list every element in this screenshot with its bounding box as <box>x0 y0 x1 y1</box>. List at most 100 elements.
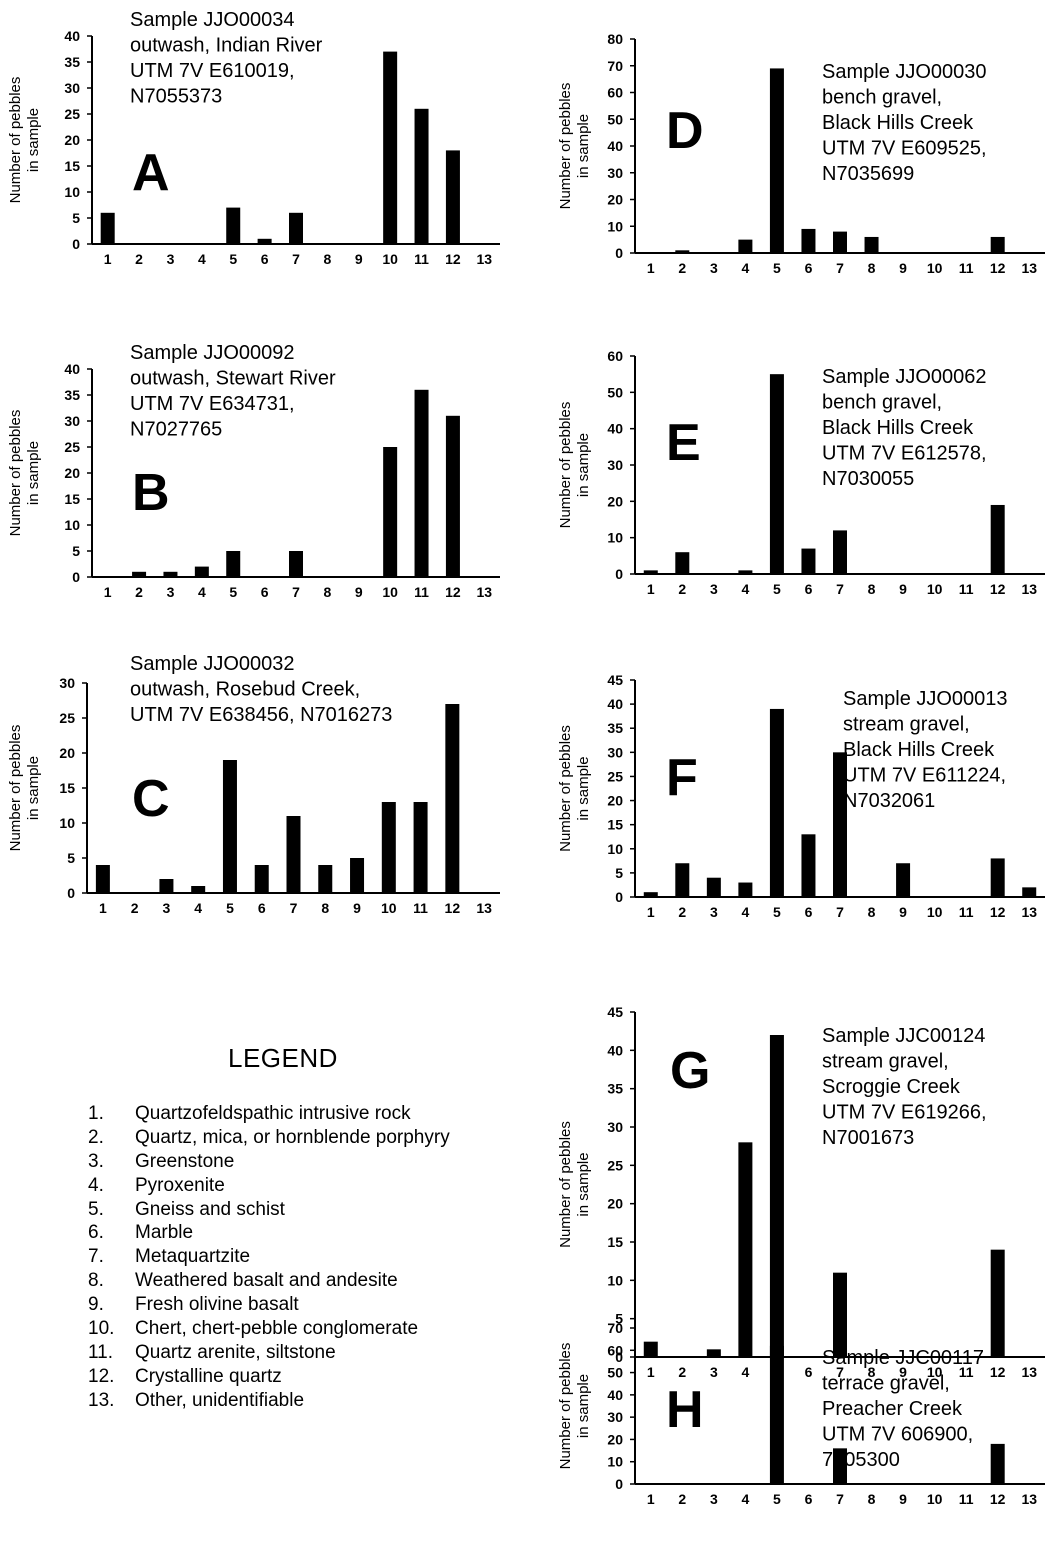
bar-D-8 <box>864 236 879 253</box>
legend-item-label: Pyroxenite <box>135 1174 225 1196</box>
bar-C-5 <box>222 760 237 893</box>
y-tick-label: 40 <box>607 421 623 437</box>
y-tick-label: 30 <box>607 1409 623 1425</box>
legend-item: 6. Marble <box>88 1221 450 1245</box>
bar-H-5 <box>769 1345 784 1484</box>
y-tick-label: 10 <box>607 1272 623 1288</box>
panel-letter-A: A <box>132 144 170 202</box>
x-tick-label: 13 <box>1021 904 1037 920</box>
legend-item-number: 12. <box>88 1365 115 1387</box>
bar-G-3 <box>706 1349 721 1357</box>
x-tick-label: 6 <box>805 904 813 920</box>
legend-item: 4. Pyroxenite <box>88 1174 450 1198</box>
x-tick-label: 3 <box>167 251 175 267</box>
x-tick-label: 1 <box>104 251 112 267</box>
panel-letter-F: F <box>666 749 698 807</box>
y-tick-label: 15 <box>64 491 80 507</box>
legend-item-label: Crystalline quartz <box>135 1365 282 1387</box>
y-tick-label: 0 <box>615 1476 623 1492</box>
y-axis-title: Number of pebbles <box>557 1121 574 1248</box>
panel-letter-B: B <box>132 464 170 522</box>
bar-A-10 <box>383 51 398 244</box>
x-tick-label: 9 <box>899 1364 907 1380</box>
bar-G-4 <box>738 1142 753 1357</box>
x-tick-label: 11 <box>959 581 974 597</box>
y-tick-label: 15 <box>607 1234 623 1250</box>
y-tick-label: 50 <box>607 1365 623 1381</box>
bar-F-7 <box>833 752 847 897</box>
bar-F-1 <box>643 892 658 897</box>
x-tick-label: 6 <box>261 251 269 267</box>
bar-F-5 <box>769 708 784 897</box>
bar-F-6 <box>801 834 816 897</box>
legend-item-label: Metaquartzite <box>135 1246 251 1268</box>
bar-C-11 <box>413 802 428 893</box>
x-tick-label: 11 <box>413 900 428 916</box>
legend-item: 7. Metaquartzite <box>88 1245 450 1269</box>
x-tick-label: 8 <box>868 260 876 276</box>
legend-item: 12. Crystalline quartz <box>88 1365 450 1389</box>
bar-F-13 <box>1022 887 1037 897</box>
y-tick-label: 25 <box>607 768 623 784</box>
bar-C-8 <box>318 865 333 893</box>
legend-item: 10. Chert, chert-pebble conglomerate <box>88 1317 450 1341</box>
x-tick-label: 12 <box>445 900 461 916</box>
x-tick-label: 13 <box>477 584 493 600</box>
y-tick-label: 5 <box>72 543 80 559</box>
y-axis-title: in sample <box>575 1374 592 1438</box>
x-tick-label: 2 <box>678 260 686 276</box>
y-tick-label: 15 <box>59 780 75 796</box>
y-axis-title: in sample <box>575 1152 592 1216</box>
y-tick-label: 10 <box>59 815 75 831</box>
bar-C-10 <box>381 802 396 893</box>
bar-B-4 <box>194 566 209 577</box>
y-tick-label: 40 <box>607 138 623 154</box>
x-tick-label: 1 <box>647 904 655 920</box>
sample-annotation: N7032061 <box>843 790 935 812</box>
x-tick-label: 8 <box>323 251 331 267</box>
y-tick-label: 10 <box>607 841 623 857</box>
y-tick-label: 60 <box>607 348 623 364</box>
y-tick-label: 30 <box>64 413 80 429</box>
x-tick-label: 6 <box>805 260 813 276</box>
sample-annotation: Scroggie Creek <box>822 1076 961 1098</box>
sample-annotation: Sample JJO00013 <box>843 688 1008 710</box>
panel-letter-G: G <box>670 1042 710 1100</box>
sample-annotation: N7027765 <box>130 419 222 441</box>
x-tick-label: 10 <box>927 1491 943 1507</box>
sample-annotation: Black Hills Creek <box>822 112 974 134</box>
x-tick-label: 1 <box>99 900 107 916</box>
x-tick-label: 5 <box>773 904 781 920</box>
x-tick-label: 12 <box>990 1491 1006 1507</box>
legend-item: 3. Greenstone <box>88 1150 450 1174</box>
x-tick-label: 7 <box>836 1364 844 1380</box>
legend-item-number: 2. <box>88 1126 104 1148</box>
bar-F-12 <box>990 858 1005 897</box>
panel-letter-E: E <box>666 414 701 472</box>
y-axis-title: Number of pebbles <box>557 83 574 210</box>
legend-item-number: 10. <box>88 1318 115 1340</box>
x-tick-label: 9 <box>353 900 361 916</box>
x-tick-label: 4 <box>741 1491 749 1507</box>
bar-B-12 <box>445 415 460 577</box>
bar-B-2 <box>132 571 147 577</box>
x-tick-label: 9 <box>355 584 363 600</box>
x-tick-label: 8 <box>868 1364 876 1380</box>
y-axis-title: Number of pebbles <box>557 725 574 852</box>
y-axis-title: in sample <box>25 756 42 820</box>
x-tick-label: 11 <box>959 260 974 276</box>
y-tick-label: 0 <box>72 569 80 585</box>
y-tick-label: 70 <box>607 1320 623 1336</box>
x-tick-label: 8 <box>323 584 331 600</box>
legend-item: 11. Quartz arenite, siltstone <box>88 1341 450 1365</box>
y-tick-label: 20 <box>59 745 75 761</box>
x-tick-label: 2 <box>678 1491 686 1507</box>
bar-E-7 <box>833 530 847 574</box>
y-tick-label: 0 <box>615 1349 623 1365</box>
y-tick-label: 25 <box>64 106 80 122</box>
bar-C-12 <box>445 704 460 893</box>
x-tick-label: 3 <box>163 900 171 916</box>
legend-item: 13. Other, unidentifiable <box>88 1389 450 1413</box>
bar-A-5 <box>226 207 241 244</box>
x-tick-label: 10 <box>927 260 943 276</box>
